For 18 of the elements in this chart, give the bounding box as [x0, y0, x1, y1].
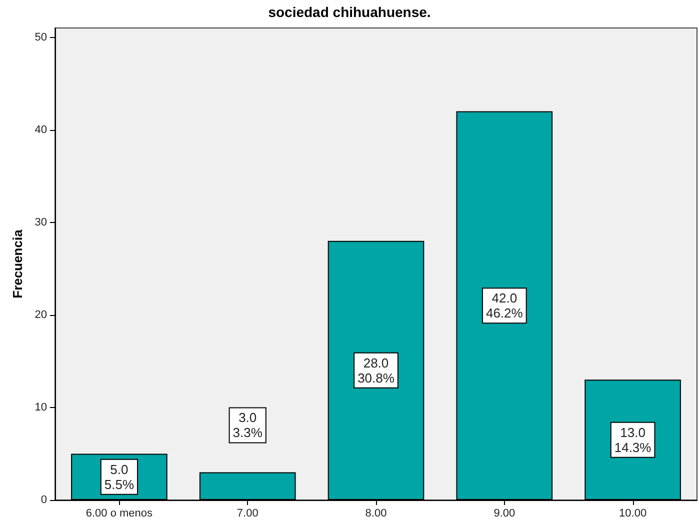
chart-title: sociedad chihuahuense.: [268, 4, 431, 20]
y-tick-label: 20: [34, 308, 47, 321]
y-tick-label: 0: [40, 494, 47, 506]
data-label: 3.0 3.3%: [232, 410, 263, 440]
data-label: 28.0 30.8%: [358, 355, 395, 386]
x-tick-label: 10.00: [619, 508, 647, 520]
data-label: 13.0 14.3%: [614, 424, 652, 455]
y-axis-title: Frecuencia: [10, 228, 25, 298]
y-tick-label: 40: [34, 124, 47, 136]
data-label: 42.0 46.2%: [486, 290, 524, 321]
y-tick-label: 50: [34, 31, 47, 44]
data-label: 5.0 5.5%: [104, 462, 134, 492]
x-tick-label: 7.00: [236, 508, 258, 520]
x-tick-label: 6.00 o menos: [86, 508, 154, 520]
x-tick-label: 8.00: [365, 508, 387, 520]
x-tick-label: 9.00: [494, 508, 516, 520]
y-tick-label: 30: [34, 216, 47, 228]
y-tick-label: 10: [34, 401, 47, 414]
